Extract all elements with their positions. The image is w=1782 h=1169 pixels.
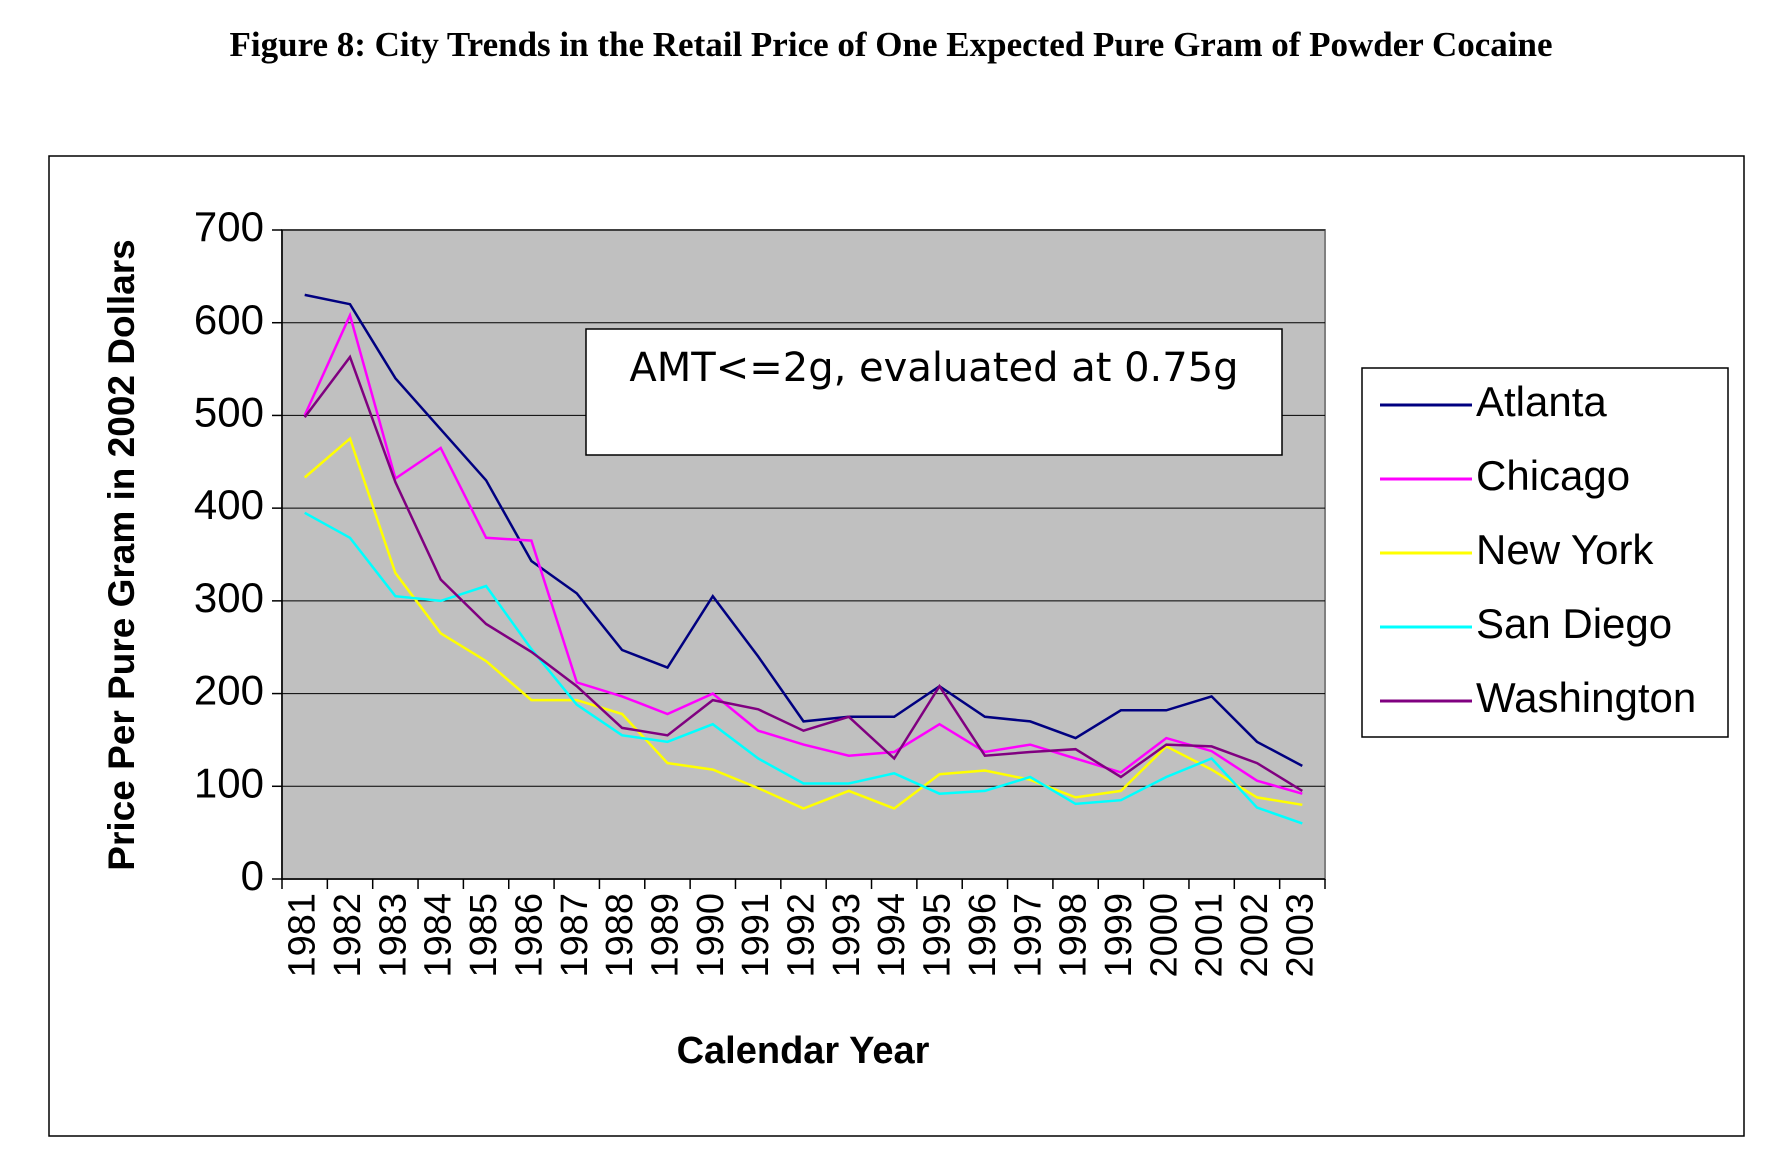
- x-tick-label: 2003: [1279, 893, 1321, 978]
- x-tick-label: 1984: [418, 893, 460, 978]
- x-tick-label: 1987: [554, 893, 596, 978]
- plot-area: [281, 229, 1326, 880]
- annotation: AMT<=2g, evaluated at 0.75g: [629, 345, 1238, 391]
- chart-title: Figure 8: City Trends in the Retail Pric…: [230, 25, 1553, 64]
- x-tick-label: 1995: [917, 893, 959, 978]
- x-tick-label: 1998: [1053, 893, 1095, 978]
- x-tick-label: 1982: [327, 893, 369, 978]
- series-line: [303, 311, 1303, 795]
- legend-label: Chicago: [1476, 452, 1630, 499]
- x-tick-label: 2000: [1143, 893, 1185, 978]
- x-tick-label: 1997: [1007, 893, 1049, 978]
- x-tick-label: 1992: [781, 893, 823, 978]
- series-line: [303, 436, 1303, 810]
- x-tick-label: 1990: [690, 893, 732, 978]
- x-tick-label: 1993: [826, 893, 868, 978]
- series-line: [304, 511, 1303, 825]
- x-tick-label: 1991: [735, 893, 777, 978]
- series-line: [304, 293, 1303, 768]
- legend-label: Washington: [1476, 674, 1696, 721]
- x-tick-label: 1996: [962, 893, 1004, 978]
- x-tick-label: 1994: [871, 893, 913, 978]
- series-line: [303, 354, 1303, 792]
- x-tick-label: 1988: [599, 893, 641, 978]
- y-tick-label: 600: [194, 296, 264, 343]
- y-tick-label: 400: [194, 481, 264, 528]
- y-tick-label: 200: [194, 667, 264, 714]
- annotation-box: [585, 328, 1283, 456]
- x-tick-label: 1986: [508, 893, 550, 978]
- y-tick-label: 300: [194, 574, 264, 621]
- y-tick-label: 700: [194, 203, 264, 250]
- chart-frame: [48, 155, 1745, 1137]
- y-tick-label: 100: [194, 759, 264, 806]
- x-tick-label: 2001: [1189, 893, 1231, 978]
- x-tick-label: 1985: [463, 893, 505, 978]
- legend-label: San Diego: [1476, 600, 1672, 647]
- x-tick-label: 2002: [1234, 893, 1276, 978]
- x-tick-label: 1983: [372, 893, 414, 978]
- x-tick-label: 1999: [1098, 893, 1140, 978]
- legend-label: Atlanta: [1476, 378, 1607, 425]
- x-axis-title: Calendar Year: [677, 1030, 930, 1072]
- y-tick-label: 500: [194, 389, 264, 436]
- x-tick-label: 1981: [282, 893, 324, 978]
- y-axis-title: Price Per Pure Gram in 2002 Dollars: [101, 239, 142, 870]
- legend-label: New York: [1476, 526, 1654, 573]
- x-tick-label: 1989: [644, 893, 686, 978]
- y-tick-label: 0: [241, 852, 264, 899]
